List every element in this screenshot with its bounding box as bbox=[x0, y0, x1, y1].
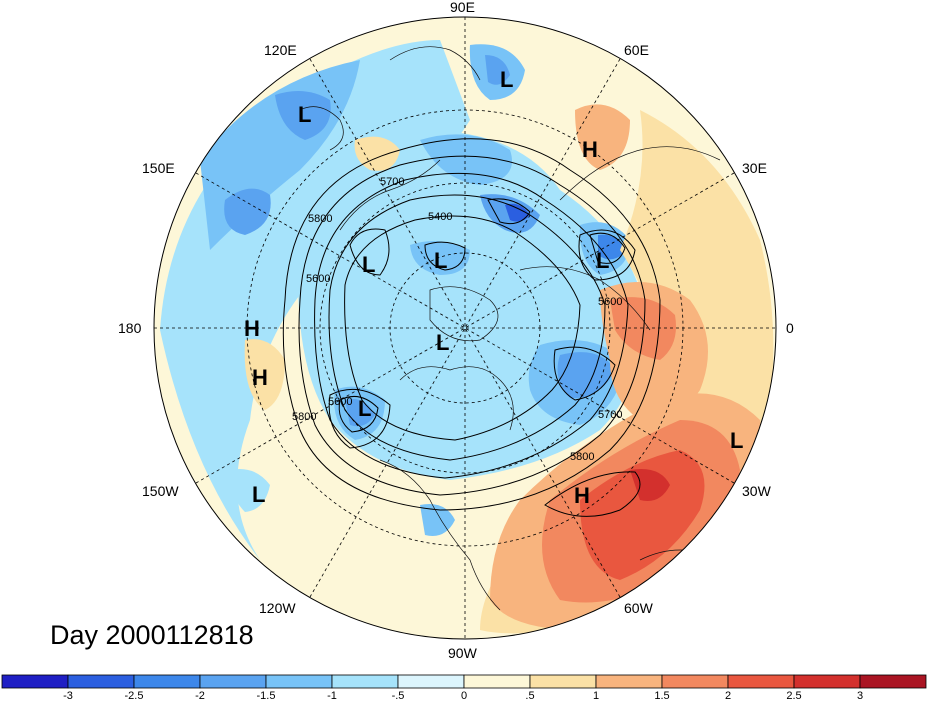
contour-label: 5600 bbox=[328, 396, 352, 408]
lon-label-90w: 90W bbox=[448, 645, 478, 661]
colorbar-swatch bbox=[529, 674, 597, 689]
pressure-center: H bbox=[582, 137, 598, 162]
height-contours bbox=[282, 138, 661, 517]
colorbar-swatch bbox=[67, 674, 135, 689]
coastlines bbox=[299, 46, 761, 611]
colorbar-swatch bbox=[397, 674, 465, 689]
colorbar: -3 -2.5 -2 -1.5 -1 -.5 0 .5 1 1.5 2 2.5 3 bbox=[1, 674, 927, 702]
pressure-center: L bbox=[298, 102, 311, 127]
colorbar-swatch bbox=[859, 674, 927, 689]
contour-label: 5600 bbox=[306, 273, 330, 285]
contour-label: 5600 bbox=[598, 296, 622, 308]
lon-label-120e: 120E bbox=[264, 42, 297, 58]
contour-label: 5800 bbox=[570, 451, 594, 463]
graticule bbox=[154, 17, 776, 639]
colorbar-swatch bbox=[199, 674, 267, 689]
colorbar-tick-label: 3 bbox=[857, 690, 863, 702]
colorbar-swatch bbox=[793, 674, 861, 689]
contour-label: 5400 bbox=[428, 211, 452, 223]
colorbar-tick-label: 1.5 bbox=[654, 690, 669, 702]
pressure-center: L bbox=[362, 252, 375, 277]
pressure-center: L bbox=[500, 67, 513, 92]
page-title: Day 2000112818 bbox=[50, 620, 254, 650]
colorbar-swatch bbox=[463, 674, 531, 689]
pressure-center: H bbox=[252, 365, 268, 390]
colorbar-swatch bbox=[331, 674, 399, 689]
colorbar-tick-label: -1 bbox=[327, 690, 337, 702]
colorbar-tick-label: 2.5 bbox=[786, 690, 801, 702]
lon-label-150w: 150W bbox=[142, 483, 179, 499]
colorbar-tick-label: .5 bbox=[525, 690, 534, 702]
contour-label: 5700 bbox=[598, 409, 622, 421]
colorbar-tick-label: -2.5 bbox=[125, 690, 144, 702]
pressure-center: L bbox=[730, 428, 743, 453]
pressure-center: L bbox=[596, 248, 609, 273]
colorbar-tick-label: -2 bbox=[195, 690, 205, 702]
pressure-center: L bbox=[434, 248, 447, 273]
longitude-labels: 90E 60E 30E 0 30W 60W 90W 120W 150W 180 … bbox=[118, 0, 794, 661]
pressure-center: H bbox=[574, 483, 590, 508]
lon-label-30w: 30W bbox=[742, 483, 772, 499]
contour-label: 5800 bbox=[292, 411, 316, 423]
colorbar-tick-label: 0 bbox=[461, 690, 467, 702]
pressure-centers: L H L L L L L H H L L L H bbox=[244, 67, 743, 508]
colorbar-swatch bbox=[265, 674, 333, 689]
lon-label-0: 0 bbox=[786, 320, 794, 336]
contour-label: 5700 bbox=[380, 176, 404, 188]
contour-label: 5800 bbox=[308, 213, 332, 225]
lon-label-60e: 60E bbox=[624, 42, 649, 58]
lon-label-180: 180 bbox=[118, 320, 142, 336]
lon-label-90e: 90E bbox=[450, 0, 475, 15]
lon-label-60w: 60W bbox=[624, 600, 654, 616]
pressure-center: H bbox=[244, 316, 260, 341]
lon-label-120w: 120W bbox=[259, 600, 296, 616]
map-boundary bbox=[153, 16, 777, 640]
contour-labels: 5700 5400 5800 5600 5600 5800 5700 5800 … bbox=[292, 176, 622, 463]
colorbar-swatch bbox=[1, 674, 69, 689]
colorbar-tick-label: -.5 bbox=[392, 690, 405, 702]
pressure-center: L bbox=[358, 396, 371, 421]
colorbar-swatch bbox=[727, 674, 795, 689]
colorbar-tick-label: 2 bbox=[725, 690, 731, 702]
colorbar-tick-label: -3 bbox=[63, 690, 73, 702]
colorbar-swatch bbox=[661, 674, 729, 689]
colorbar-tick-label: 1 bbox=[593, 690, 599, 702]
colorbar-swatch bbox=[133, 674, 201, 689]
pressure-center: L bbox=[252, 482, 265, 507]
lon-label-30e: 30E bbox=[742, 160, 767, 176]
pressure-center: L bbox=[436, 330, 449, 355]
colorbar-tick-label: -1.5 bbox=[257, 690, 276, 702]
lon-label-150e: 150E bbox=[142, 160, 175, 176]
colorbar-swatch bbox=[595, 674, 663, 689]
